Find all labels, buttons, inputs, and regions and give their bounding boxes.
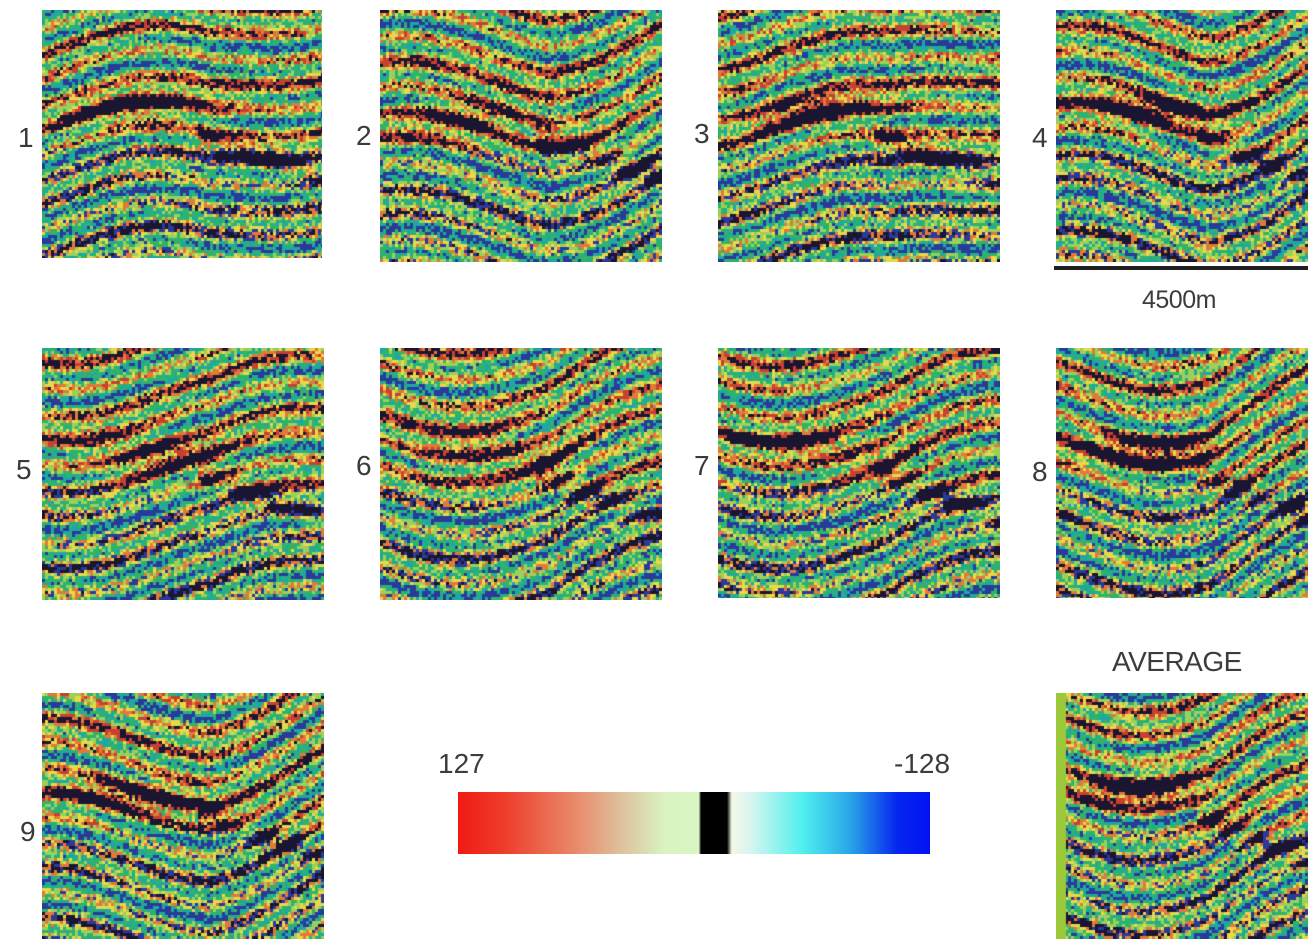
panel-label-3: 3 — [694, 118, 710, 149]
seismic-panel-7 — [718, 348, 1000, 598]
scale-bar-label: 4500m — [1142, 286, 1216, 314]
panel-label-9: 9 — [20, 816, 36, 847]
average-title: AVERAGE — [1112, 646, 1242, 677]
panel-label-4: 4 — [1032, 122, 1048, 153]
colorbar-max-label: 127 — [438, 748, 485, 779]
seismic-panel-5 — [42, 348, 324, 600]
colorbar-min-label: -128 — [894, 748, 951, 779]
panel-label-6: 6 — [356, 450, 372, 481]
seismic-panel-1 — [42, 10, 322, 258]
seismic-panel-8 — [1056, 348, 1308, 598]
scale-bar — [1054, 266, 1308, 270]
seismic-panel-average — [1056, 693, 1308, 939]
panel-label-2: 2 — [356, 120, 372, 151]
seismic-panel-3 — [718, 10, 1000, 262]
panel-label-7: 7 — [694, 450, 710, 481]
seismic-panel-4 — [1056, 10, 1308, 262]
panel-label-1: 1 — [18, 122, 34, 153]
seismic-panel-6 — [380, 348, 662, 600]
colorbar — [458, 792, 930, 854]
seismic-panel-9 — [42, 693, 324, 939]
seismic-panel-2 — [380, 10, 662, 262]
panel-label-8: 8 — [1032, 456, 1048, 487]
panel-label-5: 5 — [16, 454, 32, 485]
